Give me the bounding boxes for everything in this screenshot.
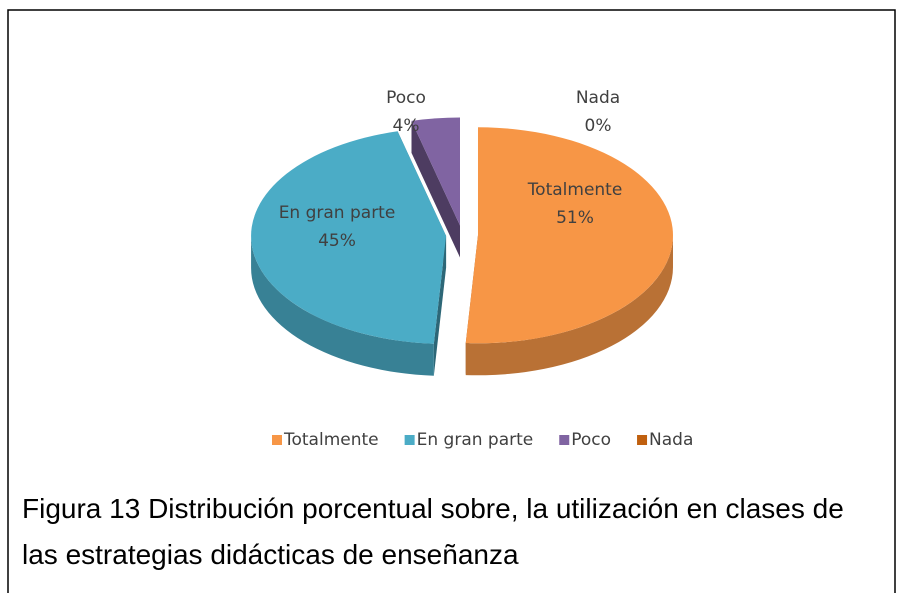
slice-side — [465, 235, 673, 376]
slice — [465, 127, 673, 344]
data-label-name: Nada — [576, 88, 620, 108]
slice-wall — [411, 120, 460, 258]
legend-swatch — [272, 435, 282, 445]
slice-side — [251, 235, 434, 376]
data-label-value: 4% — [393, 116, 420, 136]
data-label-value: 51% — [556, 208, 594, 228]
slice — [251, 131, 447, 344]
slice-wall — [433, 235, 447, 376]
frame — [7, 9, 896, 593]
legend-swatch — [559, 435, 570, 445]
data-label-name: Poco — [386, 88, 426, 108]
legend-label: Totalmente — [283, 430, 379, 450]
caption: Figura 13 Distribución porcentual sobre,… — [22, 493, 844, 570]
data-label-value: 45% — [318, 231, 356, 251]
legend-label: En gran parte — [417, 430, 534, 450]
data-label-name: Totalmente — [527, 180, 623, 200]
legend-label: Nada — [649, 430, 693, 450]
tops — [251, 117, 673, 344]
legend-swatch — [404, 435, 415, 445]
legend-label: Poco — [571, 430, 611, 450]
legend-swatch — [637, 435, 648, 445]
data-label-name: En gran parte — [279, 203, 396, 223]
data-label-value: 0% — [585, 116, 612, 136]
slice — [411, 117, 460, 226]
sides — [251, 235, 673, 376]
